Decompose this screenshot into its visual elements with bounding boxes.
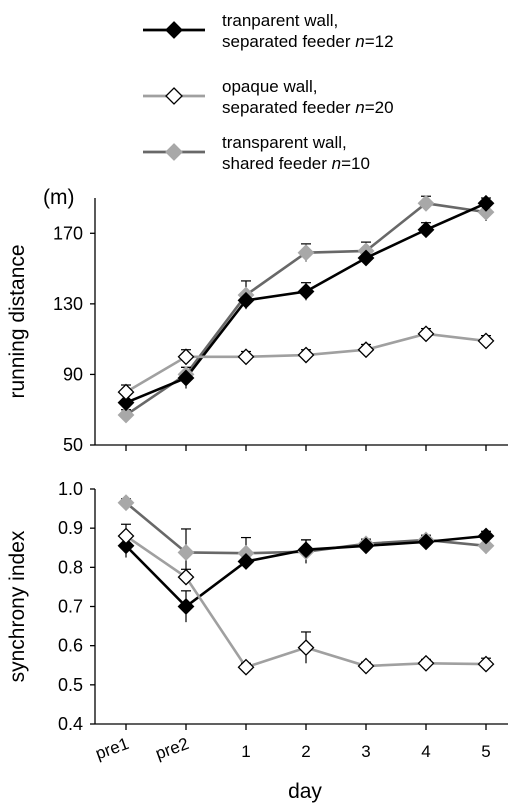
x-tick-label: 1 [241, 742, 250, 761]
top-series-1-point [297, 346, 315, 364]
legend-label-line1: opaque wall, [222, 77, 317, 96]
bottom-series-1-point [477, 655, 495, 673]
top-series-0-point [417, 221, 435, 239]
bottom-y-tick-label: 0.6 [58, 636, 83, 656]
bottom-series-1-point [417, 654, 435, 672]
legend-label-line2: shared feeder n=10 [222, 154, 370, 173]
top-series-1-point [177, 348, 195, 366]
bottom-series-2-point [177, 544, 195, 561]
top-y-tick-label: 50 [63, 435, 83, 455]
legend-marker-0 [165, 21, 183, 39]
top-series-2-line [125, 201, 487, 417]
top-series-0-point [357, 249, 375, 267]
top-series-1-point [357, 341, 375, 359]
running-distance-panel: (m) 50 90 130 170 running distance [6, 186, 508, 455]
bottom-series-1-point [237, 658, 255, 676]
top-series-0-point [477, 194, 495, 212]
top-y-unit: (m) [43, 186, 74, 209]
bottom-y-tick-label: 0.5 [58, 675, 83, 695]
legend: tranparent wall, separated feeder n=12 opa… [143, 11, 394, 173]
legend-label-line2: separated feeder n=12 [222, 32, 394, 51]
x-tick-label: 4 [421, 742, 430, 761]
x-tick-label: pre1 [93, 734, 131, 763]
top-y-tick-label: 170 [53, 223, 83, 243]
bottom-y-tick-label: 0.8 [58, 557, 83, 577]
top-series-0-point [117, 394, 135, 412]
bottom-series-0-point [117, 537, 135, 555]
bottom-y-tick-label: 0.7 [58, 597, 83, 617]
bottom-series-2-point [477, 537, 495, 555]
bottom-series-0-point [477, 527, 495, 545]
legend-marker-2 [165, 143, 183, 161]
top-series-1-point [417, 325, 435, 343]
bottom-series-2-point [117, 494, 135, 512]
bottom-series-1-point [297, 639, 315, 657]
top-y-tick-label: 90 [63, 364, 83, 384]
top-series-2-point [477, 203, 495, 221]
bottom-series-1-point [117, 527, 135, 545]
bottom-series-1-point [357, 657, 375, 675]
bottom-y-axis-label: synchrony index [6, 530, 29, 682]
x-tick-label: 5 [481, 742, 490, 761]
synchrony-index-panel: 0.4 0.5 0.6 0.7 0.8 0.9 1.0 synchrony index pre1… [6, 479, 508, 763]
legend-label-line1: transparent wall, [222, 133, 347, 152]
bottom-series-0-point [177, 598, 195, 615]
bottom-y-tick-label: 0.4 [58, 714, 83, 734]
bottom-series-0-point [357, 537, 375, 555]
top-series-0-point [297, 283, 315, 300]
legend-label-line1: tranparent wall, [222, 11, 338, 30]
top-series-0-point [237, 291, 255, 309]
top-y-axis-label: running distance [6, 244, 29, 398]
bottom-series-0-point [417, 533, 435, 551]
top-series-2-point [117, 406, 135, 424]
top-series-2-point [417, 194, 435, 212]
bottom-series-1-point [177, 568, 195, 586]
top-series-0-point [177, 369, 195, 387]
top-series-1-point [117, 383, 135, 401]
x-tick-label: pre2 [153, 734, 191, 763]
legend-marker-1 [165, 87, 183, 105]
x-tick-label: 3 [361, 742, 370, 761]
top-series-1-point [477, 332, 495, 350]
bottom-y-tick-label: 1.0 [58, 479, 83, 499]
x-tick-label: 2 [301, 742, 310, 761]
top-y-tick-label: 130 [53, 294, 83, 314]
bottom-series-0-point [297, 541, 315, 559]
bottom-y-tick-label: 0.9 [58, 518, 83, 538]
bottom-series-0-point [237, 553, 255, 570]
top-series-1-point [237, 348, 255, 366]
x-axis-label: day [288, 780, 322, 803]
top-series-2-point [297, 244, 315, 262]
legend-label-line2: separated feeder n=20 [222, 98, 394, 117]
